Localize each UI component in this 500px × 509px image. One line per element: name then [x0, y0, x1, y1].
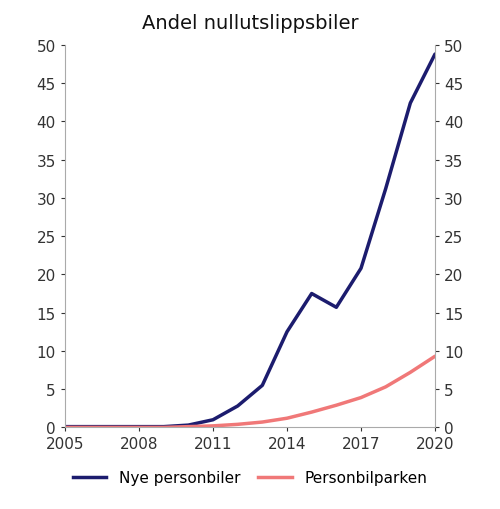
Legend: Nye personbiler, Personbilparken: Nye personbiler, Personbilparken	[66, 464, 434, 491]
Title: Andel nullutslippsbiler: Andel nullutslippsbiler	[142, 14, 358, 33]
